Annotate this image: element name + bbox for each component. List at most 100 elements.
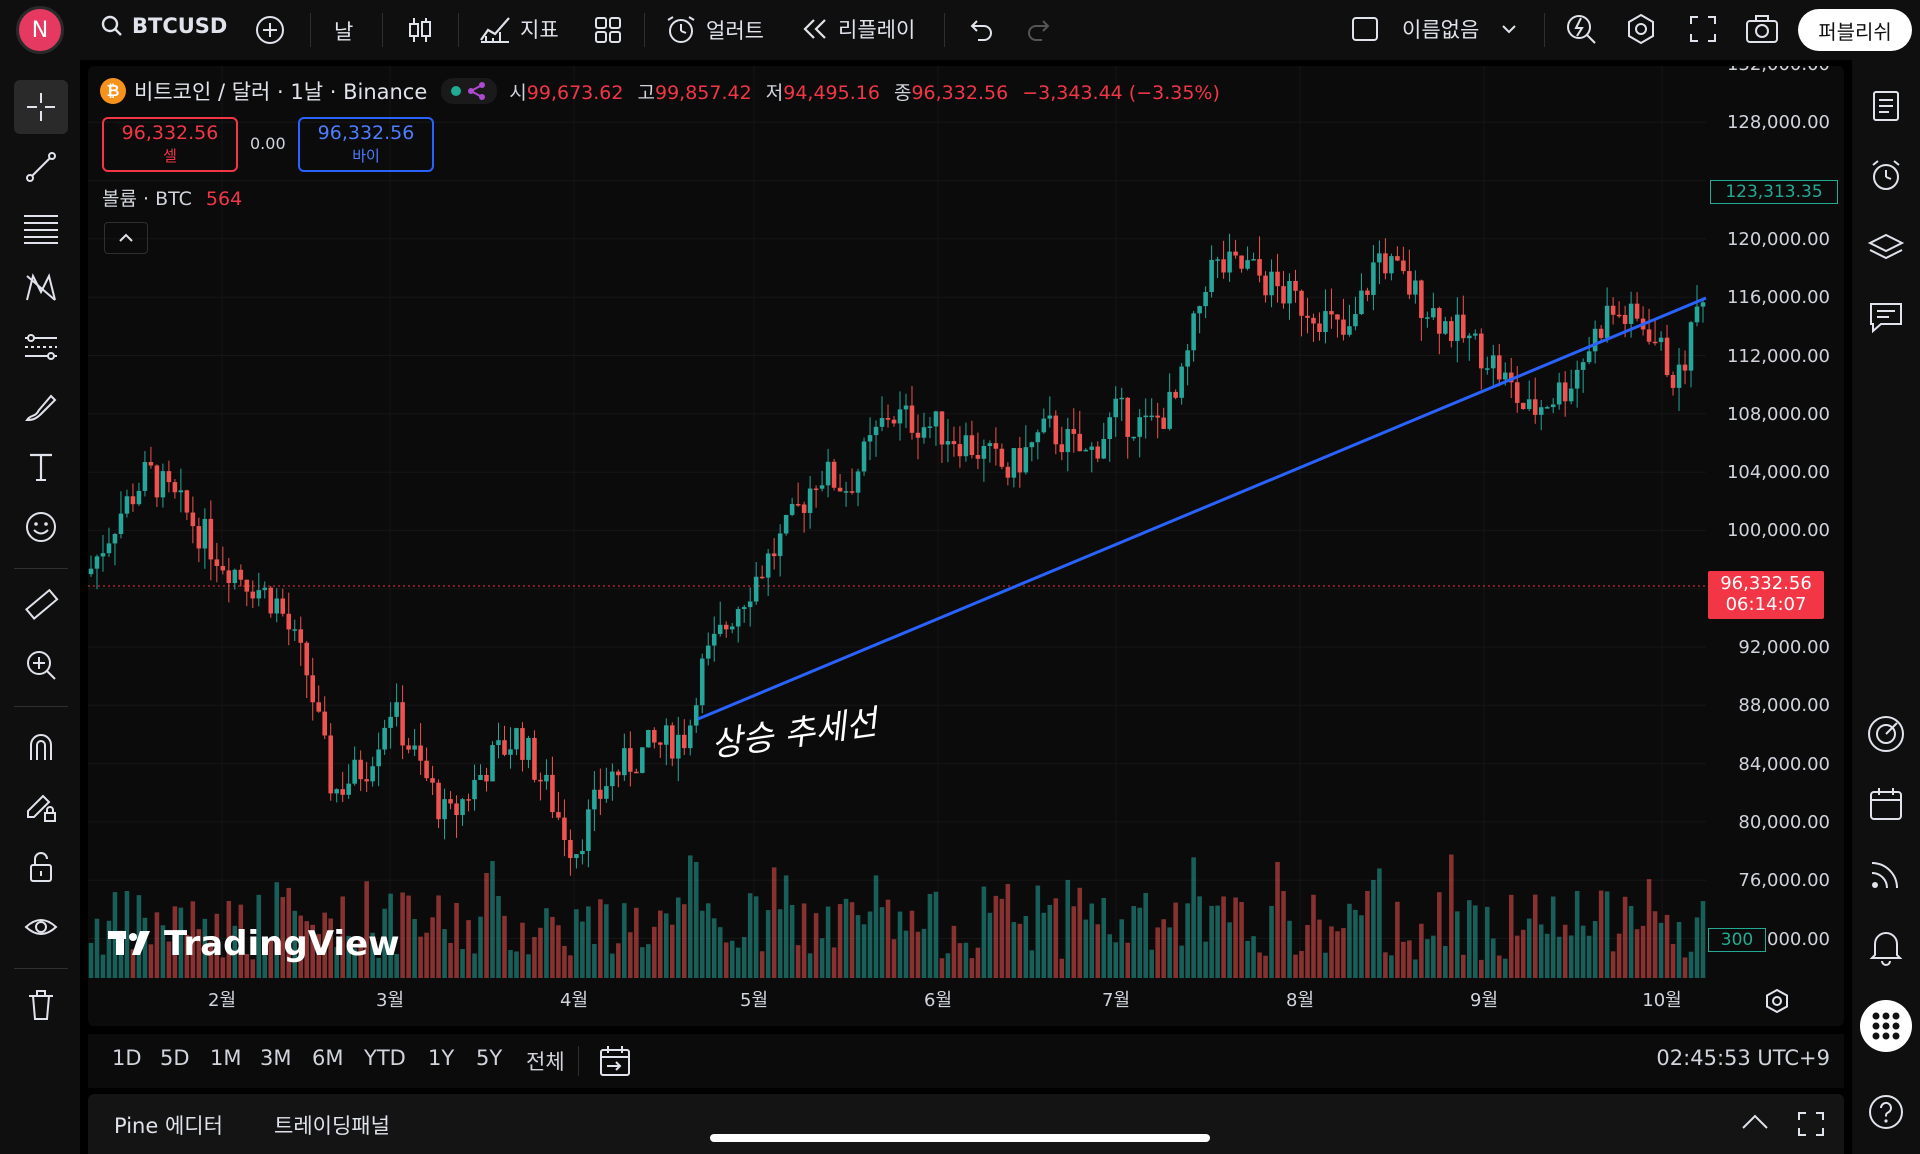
candle-body <box>148 462 154 466</box>
range-button-6M[interactable]: 6M <box>312 1046 344 1070</box>
candle-body <box>1670 375 1676 388</box>
brush-tool[interactable] <box>14 380 68 434</box>
volume-bar <box>580 921 585 978</box>
volume-bar <box>1299 950 1304 978</box>
magnet-tool[interactable] <box>14 720 68 774</box>
help-button[interactable] <box>1862 1088 1910 1136</box>
last-price-tag: 96,332.56 06:14:07 <box>1708 571 1824 619</box>
collapse-legend-button[interactable] <box>104 222 148 254</box>
layers-icon <box>1867 233 1905 260</box>
volume-bar <box>909 910 915 978</box>
layouts-button[interactable] <box>592 14 624 50</box>
watchlist-button[interactable] <box>1862 82 1910 130</box>
volume-bar <box>1221 896 1226 978</box>
symbol-label: BTCUSD <box>132 14 228 38</box>
candle-body <box>681 734 687 749</box>
chart-type-button[interactable] <box>404 14 436 50</box>
volume-bar <box>310 924 315 978</box>
news-button[interactable] <box>1862 850 1910 898</box>
candle-body <box>214 559 220 567</box>
volume-bar <box>442 929 447 978</box>
candle-body <box>861 441 867 472</box>
range-button-전체[interactable]: 전체 <box>526 1050 565 1074</box>
pattern-tool[interactable] <box>14 260 68 314</box>
volume-bar <box>1293 954 1298 978</box>
sell-button[interactable]: 96,332.56 셀 <box>102 117 238 172</box>
square-icon <box>1352 17 1378 41</box>
volume-bar <box>1083 919 1089 978</box>
range-button-3M[interactable]: 3M <box>260 1046 292 1070</box>
trendline-tool[interactable] <box>14 140 68 194</box>
candle-body <box>100 553 106 557</box>
screener-button[interactable] <box>1862 710 1910 758</box>
fib-tool[interactable] <box>14 200 68 254</box>
interval-button[interactable]: 날 <box>334 16 353 46</box>
candle-body <box>544 774 549 782</box>
fullscreen-button[interactable] <box>1686 12 1720 50</box>
volume-bar <box>1455 911 1460 978</box>
emoji-tool[interactable] <box>14 500 68 554</box>
range-button-YTD[interactable]: YTD <box>364 1046 406 1070</box>
indicators-button[interactable]: 지표 <box>478 14 559 44</box>
measure-tool[interactable] <box>14 578 68 632</box>
tab-pine-editor[interactable]: Pine 에디터 <box>114 1114 223 1138</box>
buy-label: 바이 <box>352 147 380 165</box>
lock-tool[interactable] <box>14 840 68 894</box>
sell-label: 셀 <box>163 147 177 165</box>
visibility-tool[interactable] <box>14 900 68 954</box>
uptrend-line[interactable] <box>697 296 1707 721</box>
maximize-panel-button[interactable] <box>1796 1110 1826 1142</box>
replay-button[interactable]: 리플레이 <box>800 14 915 44</box>
object-tree-button[interactable] <box>1862 224 1910 272</box>
range-button-1M[interactable]: 1M <box>210 1046 242 1070</box>
quick-search-button[interactable] <box>1564 12 1598 50</box>
notifications-button[interactable] <box>1862 922 1910 970</box>
snapshot-button[interactable] <box>1744 12 1780 50</box>
volume-bar <box>1604 891 1610 978</box>
settings-button[interactable] <box>1624 12 1658 50</box>
volume-legend[interactable]: 볼륨 · BTC 564 <box>102 184 242 211</box>
alert-button[interactable]: 얼러트 <box>664 14 764 46</box>
symbol-title[interactable]: 비트코인 / 달러 · 1날 · Binance <box>134 80 428 104</box>
candle-body <box>873 426 879 436</box>
candle-body <box>1634 303 1640 319</box>
price-axis[interactable]: 132,000.00 128,000.00 120,000.00 116,000.00… <box>1718 66 1844 1006</box>
publish-button[interactable]: 퍼블리쉬 <box>1798 9 1912 51</box>
tab-trading-panel[interactable]: 트레이딩패널 <box>274 1114 390 1138</box>
compare-add-button[interactable] <box>254 14 286 50</box>
market-status-pill[interactable] <box>441 78 498 104</box>
volume-bar <box>154 912 160 978</box>
undo-button[interactable] <box>964 14 996 50</box>
range-button-5Y[interactable]: 5Y <box>476 1046 503 1070</box>
range-button-5D[interactable]: 5D <box>160 1046 190 1070</box>
buy-button[interactable]: 96,332.56 바이 <box>298 117 434 172</box>
layout-name-dropdown[interactable]: 이름없음 <box>1350 14 1517 44</box>
apps-button[interactable] <box>1860 1000 1912 1052</box>
candle-body <box>160 471 166 498</box>
redo-button[interactable] <box>1024 14 1056 50</box>
clock[interactable]: 02:45:53 UTC+9 <box>1656 1046 1830 1070</box>
forecast-tool[interactable] <box>14 320 68 374</box>
chart-pane[interactable]: 상승 추세선 TradingView ₿ 비트코인 / 달러 · 1날 · Bi… <box>88 66 1844 1026</box>
text-tool[interactable] <box>14 440 68 494</box>
calendar-button[interactable] <box>1862 780 1910 828</box>
candle-body <box>172 482 178 493</box>
symbol-search[interactable]: BTCUSD <box>100 14 227 38</box>
crosshair-tool[interactable] <box>14 80 68 134</box>
delete-drawings-tool[interactable] <box>14 978 68 1032</box>
range-button-1D[interactable]: 1D <box>112 1046 142 1070</box>
candle-body <box>819 485 825 489</box>
range-button-1Y[interactable]: 1Y <box>428 1046 455 1070</box>
lock-drawings-tool[interactable] <box>14 780 68 834</box>
candle-body <box>106 543 112 554</box>
goto-date-button[interactable] <box>598 1044 632 1082</box>
price-chart[interactable] <box>88 66 1844 1026</box>
user-avatar[interactable]: N <box>16 6 64 54</box>
home-indicator[interactable] <box>710 1134 1210 1142</box>
alerts-panel-button[interactable] <box>1862 152 1910 200</box>
chat-button[interactable] <box>1862 294 1910 342</box>
zoom-tool[interactable] <box>14 638 68 692</box>
volume-bar <box>1556 936 1562 978</box>
axis-settings-button[interactable] <box>1764 988 1790 1018</box>
expand-panel-button[interactable] <box>1740 1112 1770 1136</box>
